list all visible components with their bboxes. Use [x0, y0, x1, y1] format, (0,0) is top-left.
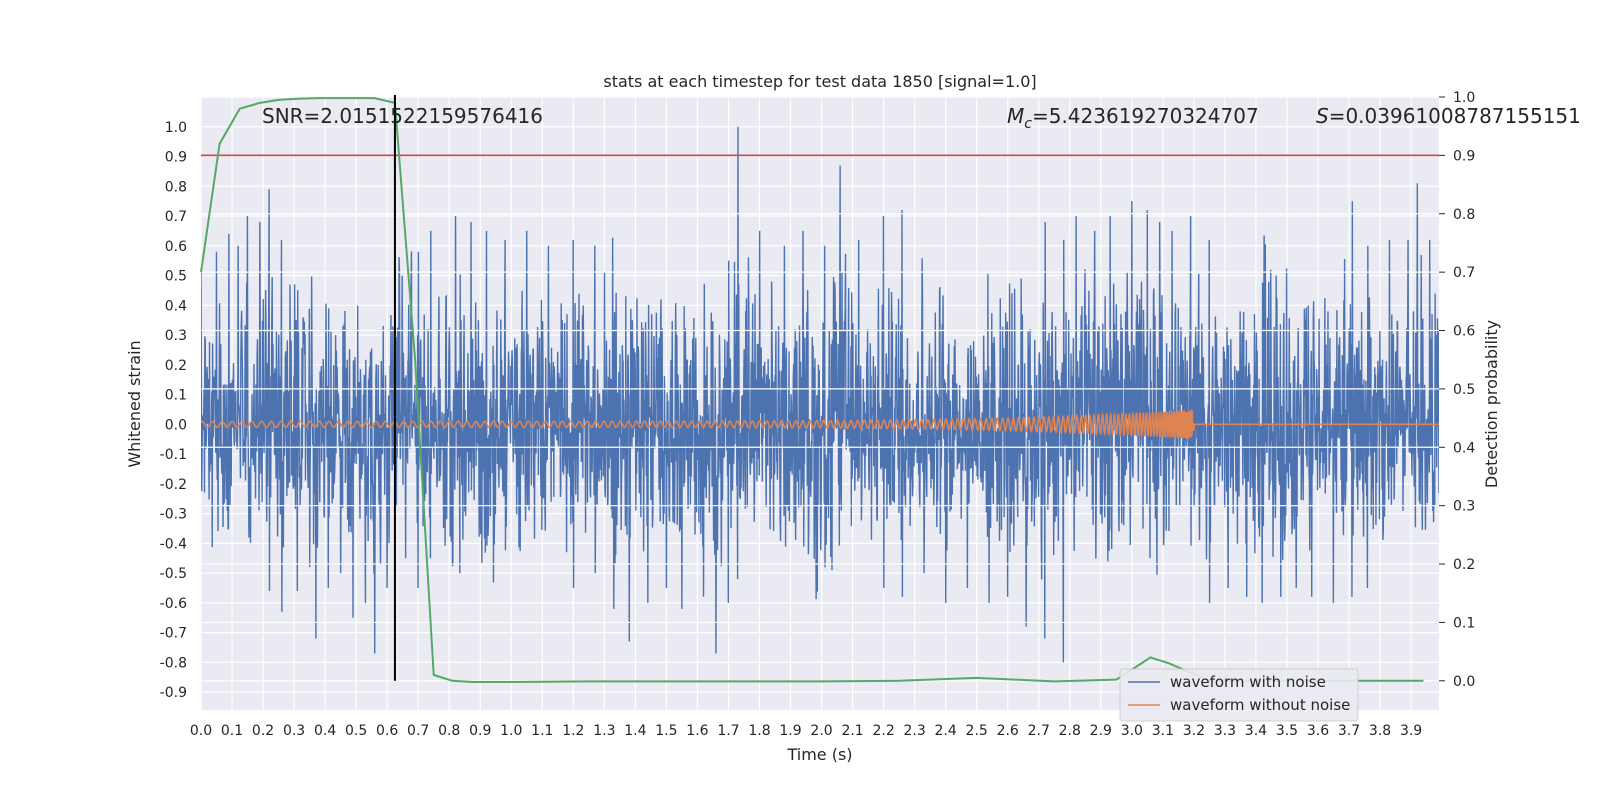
x-tick-label: 2.1 [841, 723, 863, 739]
data-layer [201, 126, 1439, 663]
x-tick-label: 3.6 [1307, 723, 1329, 739]
x-tick-label: 2.3 [904, 723, 926, 739]
y-tick-label: 0.5 [165, 269, 187, 285]
y-tick-label: 0.2 [165, 358, 187, 374]
y-axis-ticks: 1.0 0.9 0.8 0.7 0.6 0.5 0.4 0.3 0.2 0.1 0.0 -0.1 -0.… [160, 120, 187, 701]
x-tick-label: 0.7 [407, 723, 429, 739]
s-symbol: S [1316, 104, 1329, 128]
x-tick-label: 3.8 [1369, 723, 1391, 739]
legend-label-clean: waveform without noise [1170, 696, 1350, 714]
y2-tick-label: 0.3 [1453, 499, 1475, 515]
legend: waveform with noise waveform without noi… [1119, 668, 1359, 722]
x-tick-label: 3.1 [1152, 723, 1174, 739]
y-tick-label: 0.9 [165, 150, 187, 166]
x-tick-label: 0.3 [283, 723, 305, 739]
series-waveform-without-noise [201, 409, 1439, 440]
x-tick-label: 3.3 [1214, 723, 1236, 739]
x-tick-label: 1.2 [562, 723, 584, 739]
x-tick-label: 1.1 [531, 723, 553, 739]
y-tick-label: -0.6 [160, 596, 187, 612]
y-tick-label: 0.3 [165, 328, 187, 344]
snr-annotation: SNR=2.0151522159576416 [262, 104, 543, 128]
y-tick-label: -0.5 [160, 566, 187, 582]
y2-tick-label: 0.9 [1453, 148, 1475, 164]
x-tick-label: 2.8 [1059, 723, 1081, 739]
x-tick-label: 3.9 [1400, 723, 1422, 739]
y-tick-label: -0.2 [160, 477, 187, 493]
x-tick-label: 2.9 [1090, 723, 1112, 739]
y-axis-title: Whitened strain [125, 340, 144, 467]
y2-tick-label: 0.1 [1453, 615, 1475, 631]
mc-annotation: Mc=5.423619270324707 [1007, 104, 1259, 132]
y-tick-label: 0.8 [165, 179, 187, 195]
x-axis-ticks: 0.0 0.1 0.2 0.3 0.4 0.5 0.6 0.7 0.8 0.9 1.0 1.1 1.2 1… [190, 723, 1422, 739]
mc-subscript: c [1024, 116, 1032, 132]
x-tick-label: 0.1 [221, 723, 243, 739]
y-tick-label: 1.0 [165, 120, 187, 136]
x-tick-label: 3.0 [1121, 723, 1143, 739]
x-tick-label: 2.0 [810, 723, 832, 739]
y2-tick-label: 0.7 [1453, 265, 1475, 281]
x-tick-label: 3.2 [1183, 723, 1205, 739]
x-tick-label: 1.3 [593, 723, 615, 739]
y-tick-label: 0.4 [165, 298, 187, 314]
y-tick-label: -0.3 [160, 507, 187, 523]
overlay-layer [200, 95, 1439, 683]
mc-value: =5.423619270324707 [1032, 104, 1259, 128]
legend-label-noise: waveform with noise [1170, 673, 1326, 691]
y-tick-label: 0.7 [165, 209, 187, 225]
x-tick-label: 0.5 [345, 723, 367, 739]
x-tick-label: 0.0 [190, 723, 212, 739]
x-axis-title: Time (s) [786, 745, 852, 764]
x-tick-label: 1.7 [717, 723, 739, 739]
y-tick-label: 0.1 [165, 388, 187, 404]
y-tick-label: 0.0 [165, 417, 187, 433]
series-detection-probability [200, 97, 1424, 683]
x-tick-label: 3.5 [1276, 723, 1298, 739]
y2-axis-title: Detection probability [1482, 320, 1501, 488]
mc-symbol: M [1007, 104, 1024, 128]
y-tick-label: -0.9 [160, 685, 187, 701]
y2-tick-label: 0.2 [1453, 557, 1475, 573]
x-tick-label: 0.8 [438, 723, 460, 739]
x-tick-label: 3.4 [1245, 723, 1267, 739]
x-tick-label: 2.6 [997, 723, 1019, 739]
y-tick-label: -0.4 [160, 536, 187, 552]
y-tick-label: -0.8 [160, 655, 187, 671]
s-annotation: S=0.03961008787155151 [1316, 104, 1581, 128]
y-tick-label: 0.6 [165, 239, 187, 255]
s-value: =0.03961008787155151 [1329, 104, 1581, 128]
x-tick-label: 3.7 [1338, 723, 1360, 739]
x-tick-label: 2.7 [1028, 723, 1050, 739]
x-tick-label: 2.5 [966, 723, 988, 739]
y2-tick-label: 0.5 [1453, 382, 1475, 398]
x-tick-label: 1.0 [500, 723, 522, 739]
x-tick-label: 0.9 [469, 723, 491, 739]
y2-axis-ticks: 1.0 0.9 0.8 0.7 0.6 0.5 0.4 0.3 0.2 0.1 0.0 [1439, 90, 1475, 690]
x-tick-label: 1.9 [779, 723, 801, 739]
x-tick-label: 0.6 [376, 723, 398, 739]
y2-tick-label: 0.0 [1453, 674, 1475, 690]
y2-tick-label: 0.6 [1453, 324, 1475, 340]
y2-tick-label: 0.4 [1453, 440, 1475, 456]
x-tick-label: 1.4 [624, 723, 646, 739]
x-tick-label: 0.2 [252, 723, 274, 739]
x-tick-label: 1.5 [655, 723, 677, 739]
y-tick-label: -0.7 [160, 626, 187, 642]
x-tick-label: 2.4 [935, 723, 957, 739]
x-tick-label: 1.8 [748, 723, 770, 739]
legend-box [1119, 668, 1359, 722]
y2-tick-label: 0.8 [1453, 207, 1475, 223]
y-tick-label: -0.1 [160, 447, 187, 463]
x-tick-label: 2.2 [872, 723, 894, 739]
plot-title: stats at each timestep for test data 185… [603, 72, 1036, 91]
y2-tick-label: 1.0 [1453, 90, 1475, 106]
x-tick-label: 0.4 [314, 723, 336, 739]
x-tick-label: 1.6 [686, 723, 708, 739]
